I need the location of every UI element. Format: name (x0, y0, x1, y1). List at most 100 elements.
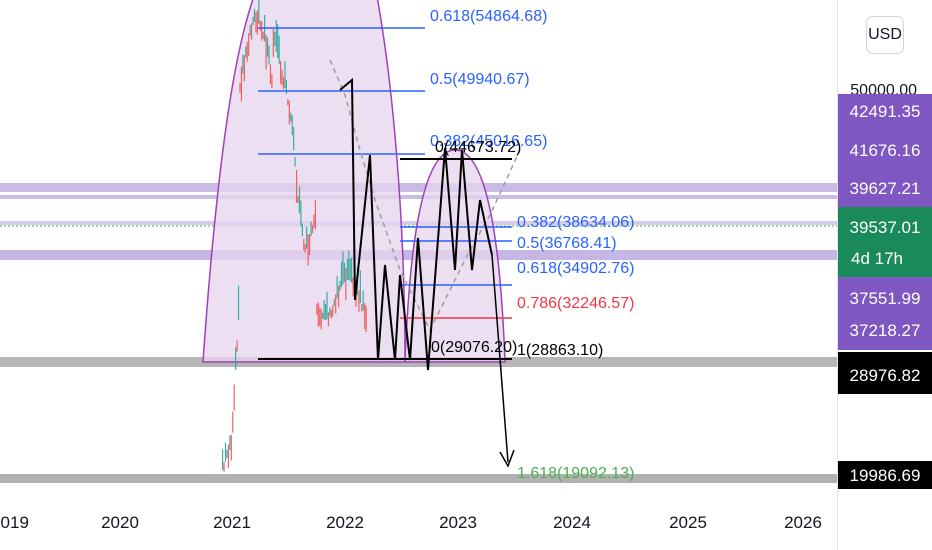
candle (361, 303, 363, 312)
candle (261, 21, 263, 41)
candle (268, 45, 270, 65)
price-label-bg (838, 128, 932, 168)
candle (236, 340, 238, 352)
candle (345, 267, 347, 301)
candle (326, 291, 328, 320)
candle (298, 186, 301, 214)
candle (262, 31, 264, 40)
candle (335, 294, 337, 314)
candle (320, 309, 322, 330)
candle (249, 24, 251, 36)
candle (240, 66, 243, 102)
candle (300, 200, 302, 227)
candle (239, 83, 241, 93)
candle (266, 37, 269, 57)
price-label: 39537.01 (850, 218, 921, 237)
price-label: 41676.16 (850, 141, 921, 160)
fib-label: 0.618(34902.76) (517, 260, 634, 277)
candle (358, 290, 360, 312)
candle (284, 61, 286, 88)
candle (301, 223, 303, 237)
candle (362, 290, 364, 311)
candle (349, 258, 351, 282)
candle (327, 312, 330, 327)
candle (232, 411, 234, 433)
price-label-bg (838, 461, 932, 489)
candle (287, 99, 289, 106)
price-axis-separator (837, 0, 838, 550)
candle (256, 10, 258, 35)
candle (290, 112, 292, 122)
fib-label: 0.382(38634.06) (517, 214, 634, 231)
time-tick: 2022 (326, 513, 364, 532)
candle (293, 126, 295, 151)
fib-label: 0.786(32246.57) (517, 295, 634, 312)
projection-dashed (329, 59, 521, 332)
candle (222, 449, 224, 470)
candle (313, 214, 315, 228)
candle (346, 259, 348, 281)
candle (227, 444, 229, 469)
candle (317, 301, 319, 327)
candle (229, 435, 231, 450)
time-tick: 2019 (0, 513, 29, 532)
price-label-bg (838, 207, 932, 277)
price-label-bg (838, 168, 932, 207)
price-label: 28976.82 (850, 366, 921, 385)
time-tick: 2025 (669, 513, 707, 532)
currency-button[interactable]: USD (866, 16, 904, 54)
candle (294, 156, 296, 167)
fib-label: 1.618(19092.13) (517, 465, 634, 482)
fib-label: 0.618(54864.68) (430, 8, 547, 25)
fib-label: 1(28863.10) (517, 342, 603, 359)
candle (278, 35, 280, 64)
down-arrow (491, 254, 509, 463)
candle (226, 449, 228, 458)
price-label-bg (838, 94, 932, 128)
candle (280, 60, 282, 84)
candle (251, 23, 253, 40)
candle (324, 303, 327, 320)
fib-label: 0(44673.72) (435, 139, 521, 156)
candle (329, 307, 331, 316)
price-label-countdown: 4d 17h (851, 249, 903, 268)
candle (310, 221, 312, 237)
level-band (0, 474, 837, 483)
candle (364, 303, 366, 330)
candle (230, 434, 232, 461)
candle (304, 244, 306, 253)
down-arrowhead (499, 449, 515, 468)
candle (259, 20, 261, 31)
candle (235, 347, 237, 370)
candle (295, 169, 298, 203)
time-tick: 2024 (553, 513, 591, 532)
candle (271, 74, 273, 89)
candle (297, 196, 299, 204)
candle (277, 24, 279, 59)
time-tick: 2023 (439, 513, 477, 532)
candle (242, 54, 244, 74)
candle (316, 304, 318, 315)
candle (332, 305, 334, 317)
candle (246, 42, 248, 62)
candle (265, 34, 267, 70)
candle (248, 33, 250, 56)
price-label-bg (838, 352, 932, 394)
fib-label: 0(29076.20) (431, 339, 517, 356)
candle (322, 312, 324, 319)
fib-label: 0.5(36768.41) (517, 235, 617, 252)
candle (237, 285, 240, 320)
candle (307, 234, 309, 266)
candle (359, 270, 361, 303)
price-label-bg (838, 318, 932, 350)
candle (282, 77, 285, 90)
candle (274, 31, 276, 46)
candle (253, 8, 256, 22)
time-tick: 2021 (213, 513, 251, 532)
candle (306, 226, 308, 249)
candle (330, 309, 332, 319)
candle (311, 225, 314, 234)
wave-zigzag (339, 77, 493, 371)
fib-label: 0.5(49940.67) (430, 71, 530, 88)
